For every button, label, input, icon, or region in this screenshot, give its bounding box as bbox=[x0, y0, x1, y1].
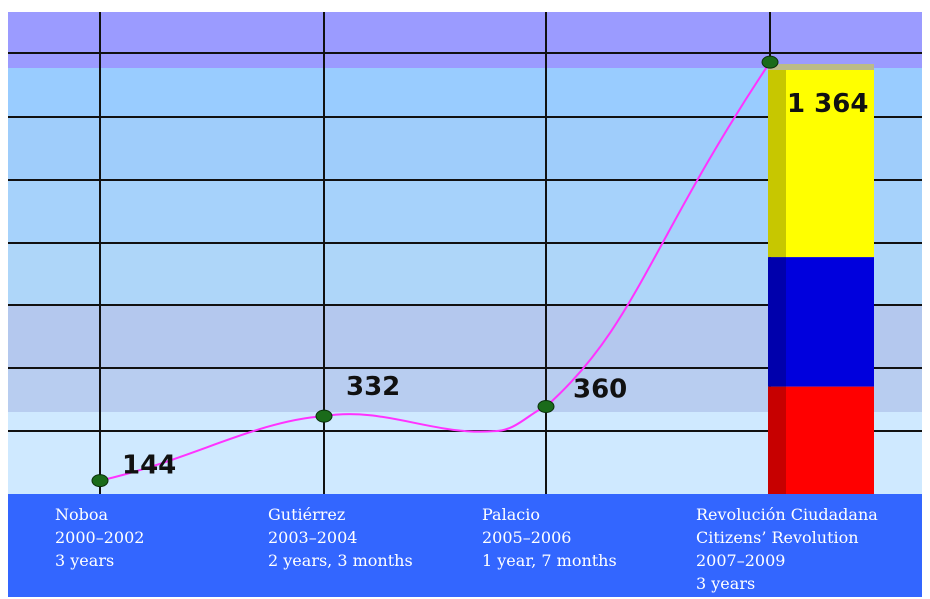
data-point bbox=[761, 55, 779, 69]
category-label-line: 2000–2002 bbox=[55, 528, 144, 547]
category-label-line: 1 year, 7 months bbox=[482, 551, 617, 570]
category-label-line: 2005–2006 bbox=[482, 528, 571, 547]
category-label: Palacio 2005–2006 1 year, 7 months bbox=[482, 505, 617, 570]
category-label: Noboa 2000–2002 3 years bbox=[55, 505, 144, 570]
value-label: 144 bbox=[122, 451, 176, 481]
value-label: 332 bbox=[346, 372, 400, 402]
flag-column bbox=[768, 64, 874, 494]
value-labels: 144 332 360 1 364 bbox=[122, 89, 868, 480]
category-label-line: 3 years bbox=[696, 574, 755, 593]
category-label-line: 2003–2004 bbox=[268, 528, 357, 547]
category-label-line: 3 years bbox=[55, 551, 114, 570]
data-point bbox=[91, 474, 109, 488]
value-label: 360 bbox=[573, 375, 627, 405]
band-top bbox=[8, 12, 922, 68]
category-band bbox=[8, 494, 922, 597]
flag-yellow bbox=[768, 68, 874, 258]
flag-blue bbox=[768, 257, 874, 387]
category-labels: Noboa 2000–2002 3 years Gutiérrez 2003–2004 2… bbox=[55, 505, 878, 593]
category-label-line: 2007–2009 bbox=[696, 551, 785, 570]
category-label-line: Palacio bbox=[482, 505, 540, 524]
category-label-line: Noboa bbox=[55, 505, 109, 524]
data-point bbox=[537, 400, 555, 414]
markers bbox=[91, 55, 779, 488]
category-label: Gutiérrez 2003–2004 2 years, 3 months bbox=[268, 505, 413, 570]
category-label-line: Gutiérrez bbox=[268, 505, 345, 524]
category-label: Revolución Ciudadana Citizens’ Revolution… bbox=[696, 505, 878, 593]
flag-top-face bbox=[768, 64, 874, 70]
data-point bbox=[315, 409, 333, 423]
category-label-line: 2 years, 3 months bbox=[268, 551, 413, 570]
flag-red bbox=[768, 386, 874, 494]
series-line bbox=[99, 61, 771, 482]
category-label-line: Citizens’ Revolution bbox=[696, 528, 859, 547]
category-label-line: Revolución Ciudadana bbox=[696, 505, 878, 524]
flag-shade bbox=[768, 68, 786, 494]
value-label: 1 364 bbox=[787, 89, 868, 119]
